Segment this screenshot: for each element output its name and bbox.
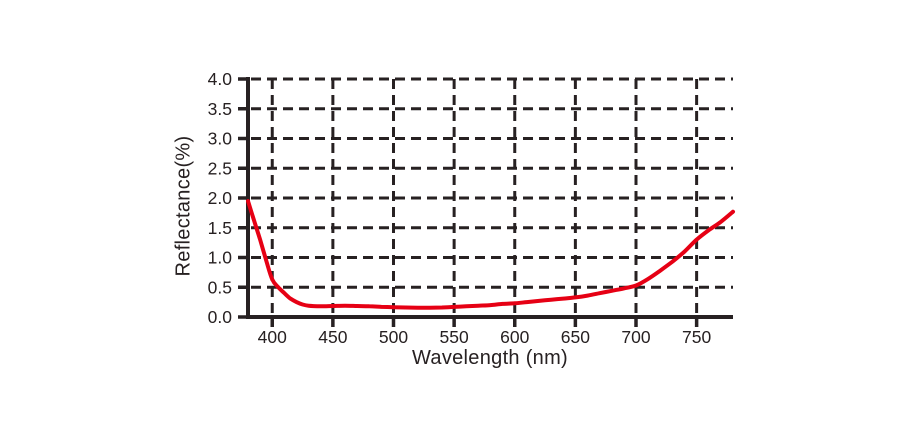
x-axis-title: Wavelength (nm) xyxy=(411,347,569,369)
svg-text:450: 450 xyxy=(318,327,347,347)
svg-text:2.0: 2.0 xyxy=(208,188,233,208)
svg-text:650: 650 xyxy=(561,327,590,347)
reflectance-curve xyxy=(246,199,735,310)
svg-text:3.0: 3.0 xyxy=(208,129,233,149)
svg-text:1.0: 1.0 xyxy=(208,248,233,268)
tick-marks xyxy=(238,77,699,327)
svg-text:700: 700 xyxy=(621,327,650,347)
svg-text:4.0: 4.0 xyxy=(208,69,233,89)
grid-lines xyxy=(251,77,733,314)
y-tick-labels: 0.0 0.5 1.0 1.5 2.0 2.5 3.0 3.5 4.0 xyxy=(208,69,233,327)
svg-text:750: 750 xyxy=(682,327,711,347)
svg-text:500: 500 xyxy=(379,327,408,347)
x-tick-labels: 400 450 500 550 600 650 700 750 xyxy=(258,327,712,347)
svg-text:400: 400 xyxy=(258,327,287,347)
svg-text:3.5: 3.5 xyxy=(208,99,232,119)
svg-text:550: 550 xyxy=(440,327,469,347)
svg-text:0.0: 0.0 xyxy=(208,307,233,327)
svg-text:1.5: 1.5 xyxy=(208,218,232,238)
svg-text:2.5: 2.5 xyxy=(208,158,232,178)
svg-text:0.5: 0.5 xyxy=(208,277,232,297)
svg-text:600: 600 xyxy=(500,327,529,347)
y-axis-title: Reflectance(%) xyxy=(172,135,195,277)
